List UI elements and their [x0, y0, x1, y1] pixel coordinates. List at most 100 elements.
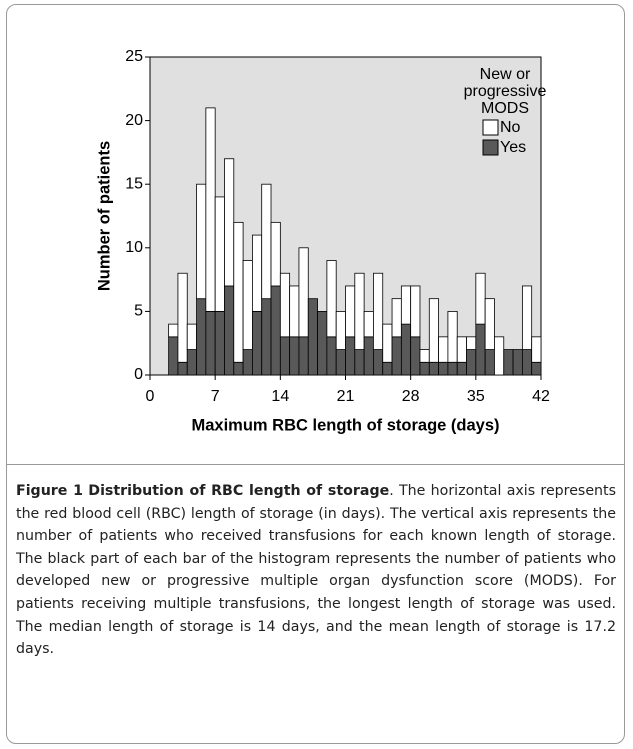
bar-segment — [438, 361, 449, 376]
bar-segment — [503, 349, 514, 376]
bar-segment — [261, 298, 272, 376]
x-tick-label: 0 — [146, 388, 155, 405]
bar-segment — [410, 285, 421, 338]
bar-segment — [531, 336, 542, 363]
bar-segment — [400, 323, 412, 376]
bar-segment — [270, 285, 281, 376]
bar-segment — [298, 336, 309, 376]
bar-segment — [186, 349, 197, 376]
bar-segment — [196, 183, 207, 300]
bar-segment — [279, 336, 291, 376]
bar-segment — [168, 336, 179, 376]
caption-label: Figure 1 — [16, 483, 84, 499]
bar-segment — [186, 323, 197, 350]
x-tick-label: 14 — [271, 388, 289, 405]
bar-segment — [335, 310, 346, 350]
x-axis-label: Maximum RBC length of storage (days) — [191, 416, 499, 434]
legend-swatch — [482, 139, 499, 156]
bar-segment — [391, 336, 402, 376]
bar-segment — [177, 361, 188, 376]
legend-title: MODS — [481, 100, 529, 117]
bar-segment — [214, 196, 225, 312]
bar-segment — [428, 298, 439, 363]
bar-segment — [252, 310, 263, 376]
bar-segment — [400, 285, 412, 325]
x-tick-label: 28 — [402, 388, 420, 405]
y-tick-label: 10 — [125, 239, 143, 256]
bar-segment — [512, 349, 523, 376]
bar-segment — [428, 361, 439, 376]
bar-segment — [466, 349, 477, 376]
bar-segment — [335, 349, 346, 376]
bar-segment — [521, 285, 533, 350]
y-axis-label: Number of patients — [95, 141, 113, 291]
bar-segment — [354, 349, 365, 376]
bar-segment — [307, 298, 318, 376]
bar-segment — [363, 336, 374, 376]
y-tick-label: 20 — [125, 112, 143, 129]
bar-segment — [447, 310, 458, 363]
bar-segment — [242, 349, 253, 376]
bar-segment — [345, 336, 356, 376]
bar-segment — [177, 272, 188, 363]
bar-segment — [289, 285, 300, 338]
bar-segment — [233, 361, 244, 376]
legend-label: No — [500, 119, 521, 136]
bar-segment — [382, 361, 393, 376]
bar-segment — [475, 323, 486, 376]
bar-segment — [447, 361, 458, 376]
y-tick-label: 5 — [134, 303, 143, 320]
y-tick-label: 25 — [125, 48, 143, 65]
figure-frame — [6, 4, 625, 744]
caption-text: . The horizontal axis represents the red… — [16, 483, 616, 658]
bar-segment — [224, 285, 235, 376]
x-tick-label: 35 — [467, 388, 485, 405]
bar-segment — [252, 234, 263, 312]
bar-segment — [410, 336, 421, 376]
y-tick-label: 0 — [134, 366, 143, 383]
bar-segment — [456, 336, 467, 363]
bar-segment — [326, 336, 337, 376]
bar-segment — [419, 361, 430, 376]
bar-segment — [373, 349, 384, 376]
bar-segment — [345, 285, 356, 338]
bar-segment — [168, 323, 179, 338]
bar-segment — [484, 349, 495, 376]
caption: Figure 1 Distribution of RBC length of s… — [16, 480, 616, 661]
bar-segment — [196, 298, 207, 376]
x-tick-label: 21 — [337, 388, 355, 405]
bar-segment — [475, 272, 486, 325]
legend-label: Yes — [500, 139, 526, 156]
legend-title: progressive — [464, 83, 547, 100]
bar-segment — [233, 221, 244, 363]
bar-segment — [531, 361, 542, 376]
bar-segment — [261, 183, 272, 300]
bar-segment — [484, 298, 495, 350]
bar-segment — [317, 310, 328, 376]
bar-segment — [391, 298, 402, 338]
x-tick-label: 42 — [532, 388, 550, 405]
bar-segment — [205, 107, 216, 312]
bar-segment — [494, 336, 505, 376]
bar-segment — [466, 336, 477, 350]
y-tick-label: 15 — [125, 175, 143, 192]
legend-title: New or — [480, 66, 531, 83]
legend-swatch — [482, 119, 499, 136]
bar-segment — [354, 272, 365, 350]
caption-title: Distribution of RBC length of storage — [88, 483, 390, 499]
x-tick-label: 7 — [211, 388, 220, 405]
bar-segment — [242, 260, 253, 350]
bar-segment — [214, 310, 225, 376]
bar-segment — [363, 310, 374, 338]
bar-segment — [419, 349, 430, 363]
bar-segment — [270, 221, 281, 287]
separator — [6, 464, 625, 465]
chart: 0 5 10 15 20 25 0 7 14 21 28 35 42 Maximum RBC length… — [95, 48, 550, 434]
bar-segment — [205, 310, 216, 376]
bar-segment — [373, 272, 384, 350]
bar-segment — [326, 260, 337, 338]
bar-segment — [298, 247, 309, 338]
bar-segment — [521, 349, 533, 376]
bar-segment — [289, 336, 300, 376]
bar-segment — [382, 323, 393, 363]
